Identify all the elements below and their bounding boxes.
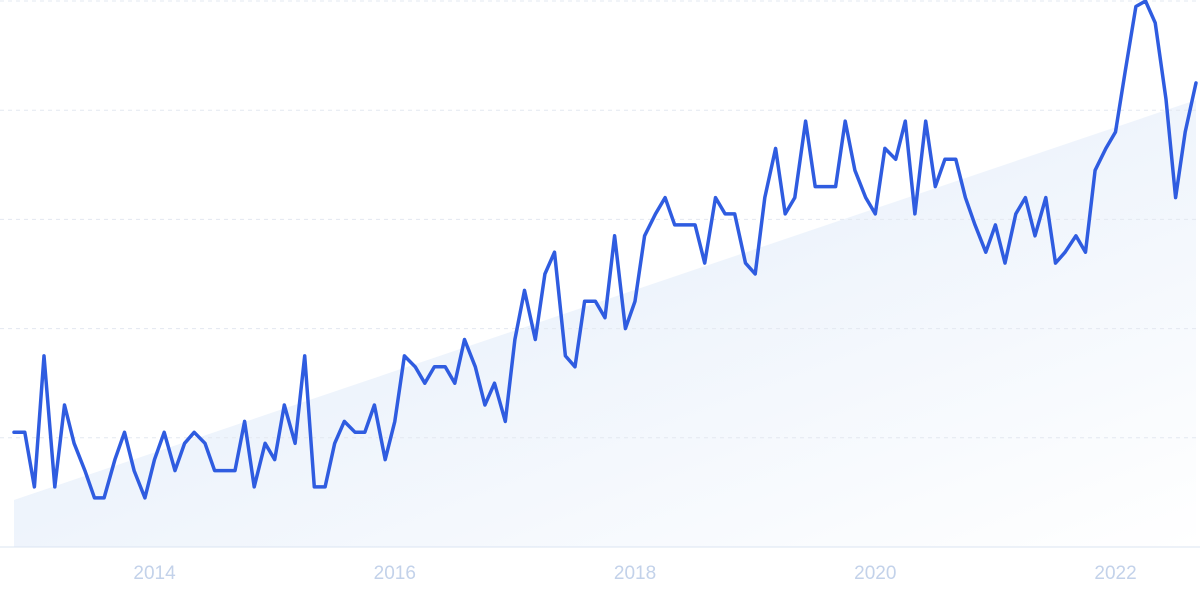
x-tick-label: 2020	[854, 563, 896, 584]
trend-area	[14, 100, 1196, 547]
line	[12, 0, 1198, 500]
x-tick-label: 2022	[1094, 563, 1136, 584]
x-tick-label: 2014	[133, 563, 176, 584]
x-tick-label: 2018	[614, 563, 656, 584]
x-tick-label: 2016	[374, 563, 416, 584]
